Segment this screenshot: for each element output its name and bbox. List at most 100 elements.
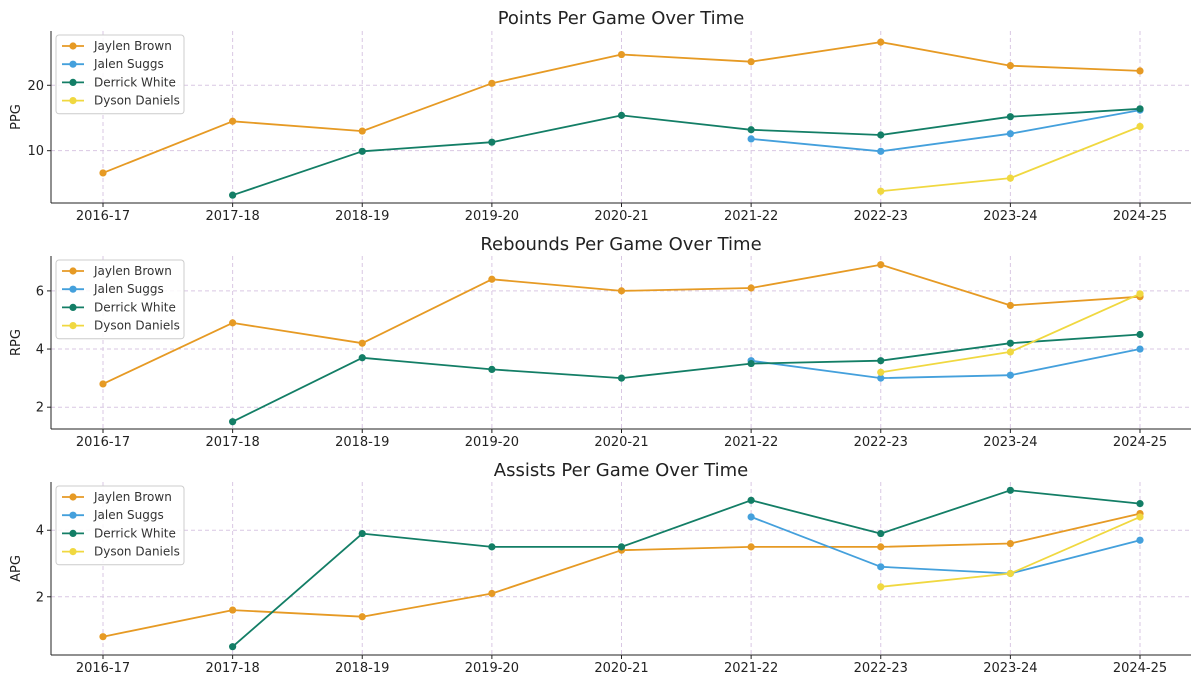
- legend-swatch-marker: [69, 42, 77, 50]
- legend-entry: Derrick White: [94, 300, 176, 314]
- data-point: [877, 38, 885, 46]
- data-point: [1136, 513, 1144, 521]
- y-tick-label: 4: [36, 343, 44, 358]
- x-tick-label: 2019-20: [465, 661, 519, 676]
- data-point: [358, 354, 366, 362]
- data-point: [229, 191, 237, 199]
- data-point: [877, 131, 885, 139]
- data-point: [877, 368, 885, 376]
- x-tick-label: 2024-25: [1113, 435, 1167, 450]
- legend-swatch-marker: [69, 97, 77, 105]
- chart-title: Assists Per Game Over Time: [494, 460, 748, 481]
- data-point: [877, 529, 885, 538]
- data-point: [488, 543, 496, 551]
- data-point: [747, 496, 755, 504]
- legend-entry: Jalen Suggs: [93, 57, 164, 71]
- legend-entry: Jaylen Brown: [93, 264, 172, 278]
- data-point: [877, 563, 885, 571]
- data-point: [99, 169, 107, 177]
- legend-entry: Dyson Daniels: [94, 94, 180, 108]
- x-tick-label: 2016-17: [76, 435, 130, 450]
- data-point: [617, 287, 626, 295]
- x-tick-label: 2021-22: [724, 435, 778, 450]
- legend-entry: Dyson Daniels: [94, 319, 180, 333]
- data-point: [1136, 500, 1144, 508]
- x-tick-label: 2023-24: [983, 435, 1037, 450]
- data-point: [877, 583, 885, 591]
- x-tick-label: 2018-19: [335, 435, 389, 450]
- data-point: [1006, 339, 1014, 347]
- x-tick-label: 2017-18: [205, 209, 259, 224]
- x-tick-label: 2020-21: [594, 209, 648, 224]
- data-point: [617, 374, 626, 382]
- legend-entry: Jalen Suggs: [93, 282, 164, 296]
- data-point: [747, 359, 755, 368]
- data-point: [488, 79, 496, 87]
- data-point: [617, 543, 626, 551]
- x-tick-label: 2017-18: [205, 435, 259, 450]
- x-tick-label: 2016-17: [76, 661, 130, 676]
- data-point: [1136, 290, 1144, 298]
- x-tick-label: 2021-22: [724, 209, 778, 224]
- data-point: [1006, 539, 1014, 548]
- data-point: [99, 633, 107, 641]
- legend-entry: Derrick White: [94, 526, 176, 540]
- legend-swatch-marker: [69, 267, 77, 275]
- y-axis-label: RPG: [9, 329, 24, 356]
- y-tick-label: 2: [36, 401, 44, 416]
- legend-box: [55, 485, 185, 566]
- data-point: [358, 147, 366, 155]
- data-point: [877, 147, 885, 155]
- data-point: [877, 261, 885, 269]
- legend-entry: Jaylen Brown: [93, 39, 172, 53]
- x-tick-label: 2021-22: [724, 661, 778, 676]
- data-point: [229, 643, 237, 651]
- legend-box: [55, 34, 185, 115]
- data-point: [877, 374, 885, 382]
- data-point: [229, 117, 237, 125]
- data-point: [747, 513, 755, 521]
- data-point: [1006, 348, 1014, 356]
- series-line: [751, 109, 1141, 153]
- x-tick-label: 2016-17: [76, 209, 130, 224]
- y-tick-label: 20: [27, 79, 44, 94]
- data-point: [1136, 122, 1144, 131]
- legend-box: [55, 259, 185, 340]
- x-tick-label: 2023-24: [983, 209, 1037, 224]
- legend-entry: Derrick White: [94, 75, 176, 89]
- data-point: [877, 187, 885, 195]
- y-tick-label: 6: [36, 284, 44, 299]
- y-tick-label: 4: [36, 524, 44, 539]
- y-tick-label: 10: [27, 144, 44, 159]
- data-point: [1006, 174, 1014, 182]
- data-point: [488, 138, 496, 146]
- data-point: [1136, 67, 1144, 75]
- data-point: [1006, 371, 1014, 379]
- data-point: [747, 543, 755, 551]
- x-tick-label: 2019-20: [465, 209, 519, 224]
- chart-title: Rebounds Per Game Over Time: [480, 234, 761, 255]
- chart-panel-1: 2016-17 2017-18 2018-19 2019-20 2020-21 2021-…: [9, 8, 1191, 224]
- legend-entry: Jaylen Brown: [93, 490, 172, 504]
- legend-swatch-marker: [69, 529, 77, 538]
- data-point: [1136, 536, 1144, 544]
- legend-swatch-marker: [69, 303, 77, 311]
- y-tick-label: 2: [36, 590, 44, 605]
- x-tick-label: 2018-19: [335, 661, 389, 676]
- data-point: [747, 126, 755, 134]
- legend-swatch-marker: [69, 493, 77, 501]
- legend-swatch-marker: [69, 322, 77, 330]
- data-point: [358, 339, 366, 347]
- data-point: [1006, 113, 1014, 121]
- data-point: [747, 58, 755, 66]
- x-tick-label: 2022-23: [854, 435, 908, 450]
- data-point: [1136, 330, 1144, 339]
- x-tick-label: 2020-21: [594, 661, 648, 676]
- data-point: [99, 380, 107, 388]
- series-line: [232, 489, 1141, 648]
- legend-swatch-marker: [69, 548, 77, 556]
- data-point: [1006, 301, 1014, 310]
- data-point: [1136, 105, 1144, 113]
- chart-panel-2: 2016-17 2017-18 2018-19 2019-20 2020-21 2021-…: [9, 234, 1191, 450]
